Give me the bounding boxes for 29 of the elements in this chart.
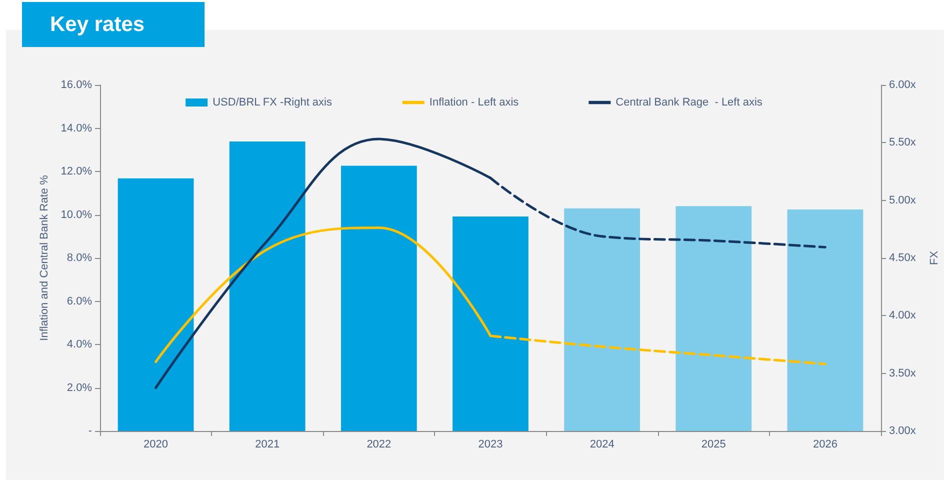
x-tick-label: 2025 [701, 438, 726, 450]
x-tick-label: 2022 [366, 438, 392, 450]
y2-tick-label: 6.00x [889, 79, 916, 91]
y2-tick-label: 5.00x [889, 194, 916, 206]
y-tick-label: 6.0% [66, 295, 92, 308]
y-tick-label: 8.0% [66, 252, 92, 264]
legend-label: USD/BRL FX -Right axis [212, 96, 332, 108]
y-tick-label: 16.0% [60, 79, 92, 91]
legend-label: Inflation - Left axis [429, 96, 520, 108]
x-tick-label: 2024 [590, 438, 614, 450]
chart-title: Key rates [50, 13, 145, 36]
y-tick-label: 4.0% [66, 338, 92, 350]
y2-tick-label: 5.50x [889, 136, 916, 149]
x-tick-label: 2021 [255, 438, 280, 450]
x-tick-label: 2020 [144, 438, 168, 450]
x-tick-label: 2023 [478, 438, 503, 450]
y-tick-label: - [88, 425, 92, 437]
y-axis-title: Inflation and Central Bank Rate % [38, 174, 50, 341]
y2-tick-label: 4.50x [889, 252, 916, 264]
y-tick-label: 10.0% [60, 208, 92, 221]
y-tick-label: 12.0% [60, 166, 92, 178]
y-tick-label: 14.0% [60, 122, 92, 134]
y2-tick-label: 4.00x [889, 310, 916, 322]
x-tick-label: 2026 [812, 438, 838, 450]
y2-axis-title: FX [928, 250, 940, 266]
legend-label: Central Bank Rage - Left axis [616, 96, 763, 108]
y2-tick-label: 3.00x [889, 425, 916, 437]
y2-tick-label: 3.50x [889, 367, 916, 380]
y-tick-label: 2.0% [66, 382, 92, 394]
